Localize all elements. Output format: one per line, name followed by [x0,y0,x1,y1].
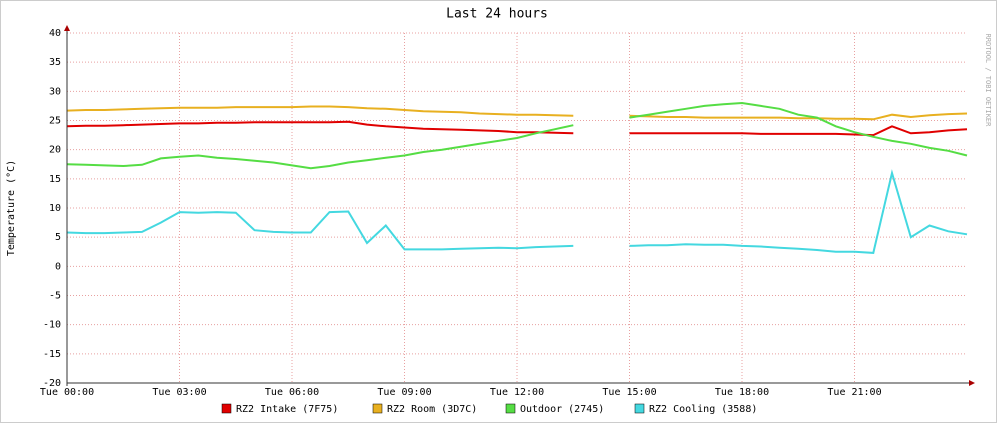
y-axis-label: Temperature (°C) [6,160,17,256]
y-tick-label: 40 [49,28,61,39]
legend-label: RZ2 Room (3D7C) [387,404,477,415]
y-tick-label: -20 [43,378,61,389]
x-tick-label: Tue 15:00 [602,387,656,398]
legend-swatch [634,403,645,414]
x-tick-label: Tue 00:00 [40,387,94,398]
y-tick-label: 0 [55,261,61,272]
y-tick-label: 30 [49,86,61,97]
x-tick-label: Tue 09:00 [377,387,431,398]
legend-label: Outdoor (2745) [520,404,604,415]
y-tick-label: 25 [49,116,61,127]
y-tick-label: 20 [49,145,61,156]
legend-label: RZ2 Cooling (3588) [649,404,757,415]
series-line [66,169,968,254]
x-tick-label: Tue 06:00 [265,387,319,398]
legend-swatch [372,403,383,414]
y-tick-label: -10 [43,320,61,331]
y-tick-label: -5 [49,291,61,302]
chart-title: Last 24 hours [446,7,548,22]
y-tick-label: 35 [49,57,61,68]
series-line [66,101,968,170]
y-arrow [64,25,70,31]
x-tick-label: Tue 18:00 [715,387,769,398]
x-arrow [969,380,975,386]
x-tick-label: Tue 12:00 [490,387,544,398]
x-tick-label: Tue 03:00 [152,387,206,398]
watermark: RRDTOOL / TOBI OETIKER [984,34,992,128]
legend: RZ2 Intake (7F75) RZ2 Room (3D7C) Outdoor … [221,403,757,415]
series-line [66,120,968,137]
series-line [66,105,968,121]
y-tick-label: 10 [49,203,61,214]
plot [66,101,968,254]
legend-label: RZ2 Intake (7F75) [236,404,338,415]
legend-swatch [505,403,516,414]
y-tick-label: 15 [49,174,61,185]
x-tick-label: Tue 21:00 [827,387,881,398]
y-tick-label: -15 [43,349,61,360]
legend-swatch [221,403,232,414]
y-tick-label: 5 [55,232,61,243]
